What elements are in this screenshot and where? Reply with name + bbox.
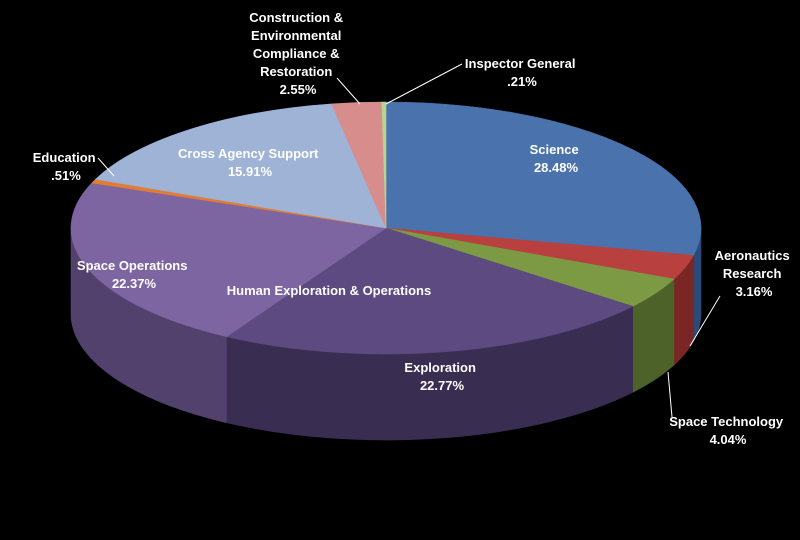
leader-line-education <box>97 157 115 177</box>
slice-exploration <box>225 227 634 355</box>
slice-label-space-operations: Space Operations 22.37% <box>77 258 191 291</box>
group-label-human-exploration: Human Exploration & Operations <box>227 283 431 298</box>
leader-lines <box>97 63 721 418</box>
slice-cross-agency-support <box>94 103 387 229</box>
slice-label-education: Education .51% <box>33 150 99 183</box>
slice-label-space-technology: Space Technology 4.04% <box>669 414 787 447</box>
slice-label-aeronautics: Aeronautics Research 3.16% <box>715 248 794 299</box>
pie-tops <box>70 101 702 355</box>
slice-labels: Science 28.48% Aeronautics Research 3.16… <box>33 10 794 447</box>
leader-line-space-technology <box>667 371 673 418</box>
slice-label-exploration: Exploration 22.77% <box>404 360 479 393</box>
slice-inspector-general <box>381 101 387 229</box>
slice-space-operations <box>70 182 387 337</box>
slice-science <box>385 101 702 256</box>
leader-line-inspector <box>385 63 463 105</box>
slice-label-construction: Construction & Environmental Compliance … <box>249 10 347 97</box>
slice-label-inspector-general: Inspector General .21% <box>465 56 579 89</box>
slice-label-science: Science 28.48% <box>530 142 583 175</box>
leader-line-construction <box>336 77 361 105</box>
leader-line-aeronautics <box>689 295 721 347</box>
slice-label-cross-agency: Cross Agency Support 15.91% <box>178 146 322 179</box>
